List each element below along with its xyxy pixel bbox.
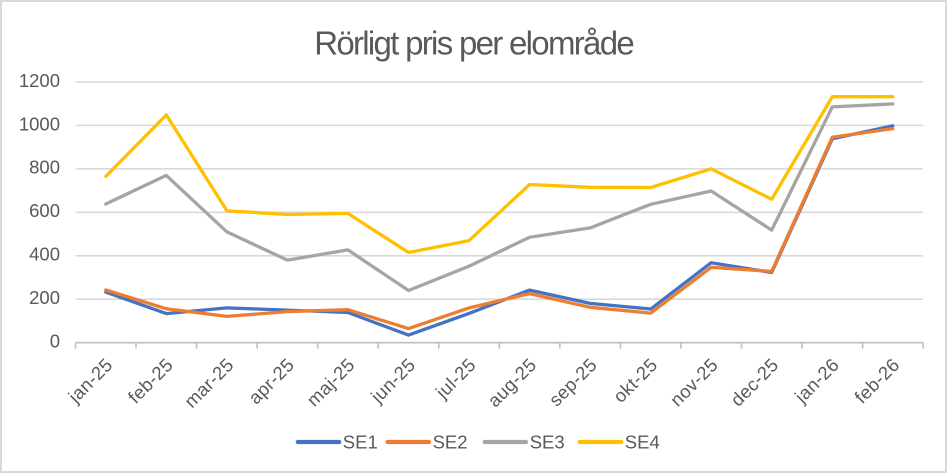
svg-text:400: 400 — [29, 244, 60, 265]
svg-text:1200: 1200 — [19, 70, 60, 91]
svg-text:200: 200 — [29, 287, 60, 308]
svg-text:1000: 1000 — [19, 113, 60, 134]
svg-text:600: 600 — [29, 200, 60, 221]
svg-text:SE3: SE3 — [530, 432, 565, 453]
svg-text:0: 0 — [50, 331, 60, 352]
svg-text:800: 800 — [29, 157, 60, 178]
svg-text:SE4: SE4 — [625, 432, 660, 453]
svg-text:SE1: SE1 — [343, 432, 378, 453]
svg-text:Rörligt pris per elområde: Rörligt pris per elområde — [314, 24, 633, 61]
svg-text:SE2: SE2 — [433, 432, 468, 453]
